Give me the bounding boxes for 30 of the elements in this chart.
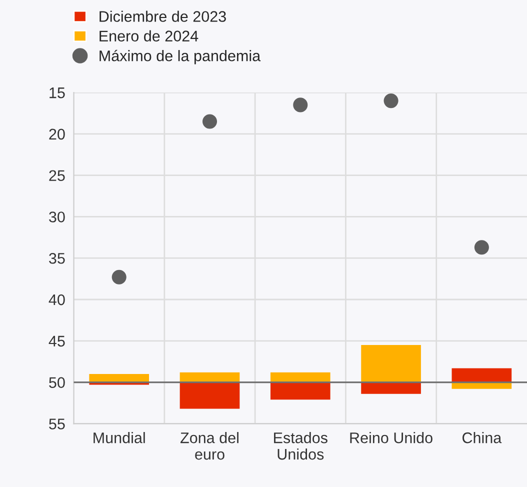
y-tick-label: 45 bbox=[48, 336, 65, 347]
point bbox=[112, 270, 126, 284]
x-tick-label: China bbox=[462, 432, 502, 444]
x-tick-label: Estados Unidos bbox=[274, 432, 328, 460]
point bbox=[384, 94, 398, 108]
x-tick-label: Reino Unido bbox=[350, 432, 432, 444]
y-tick-label: 40 bbox=[48, 294, 65, 306]
point bbox=[202, 114, 218, 129]
legend-label: Máximo de la pandemia bbox=[100, 50, 261, 64]
y-tick-label: 30 bbox=[49, 212, 65, 222]
y-tick-label: 55 bbox=[49, 418, 65, 430]
x-tick-label: Mundial bbox=[94, 432, 145, 444]
x-tick-label: Zona del euro bbox=[180, 432, 238, 460]
legend-label: Diciembre de 2023 bbox=[100, 10, 226, 22]
bar bbox=[270, 382, 330, 400]
bar bbox=[452, 382, 512, 389]
bar bbox=[180, 372, 240, 382]
bar bbox=[361, 345, 421, 382]
point bbox=[293, 98, 308, 112]
bar bbox=[180, 382, 240, 409]
y-tick-label: 15 bbox=[50, 88, 65, 98]
y-tick-label: 20 bbox=[49, 128, 65, 140]
bar bbox=[270, 372, 330, 382]
bar bbox=[452, 368, 512, 382]
bar bbox=[361, 382, 421, 394]
legend-label: Enero de 2024 bbox=[100, 30, 198, 42]
point bbox=[474, 240, 489, 255]
y-tick-label: 50 bbox=[49, 377, 65, 388]
y-tick-label: 25 bbox=[49, 170, 65, 182]
y-tick-label: 35 bbox=[49, 252, 65, 264]
